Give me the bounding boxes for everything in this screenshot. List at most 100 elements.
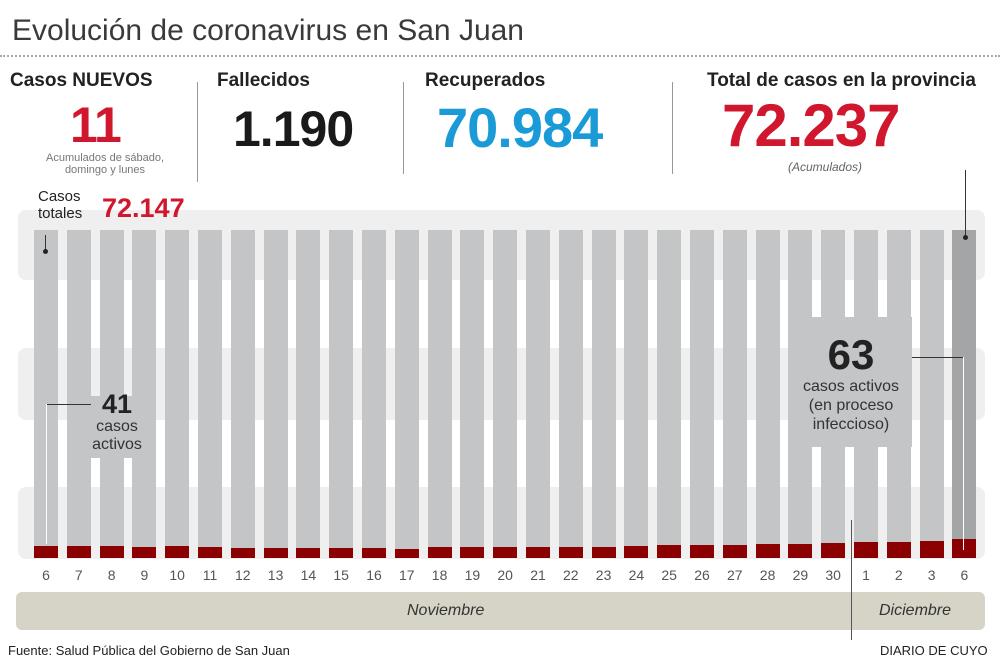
total-bar	[952, 230, 977, 558]
leader-line	[963, 357, 964, 550]
active-bar	[624, 546, 649, 558]
x-tick-label: 18	[431, 567, 448, 583]
label-line: casos	[96, 418, 138, 435]
active-bar	[886, 541, 911, 558]
x-tick-label: 20	[497, 567, 513, 583]
x-tick-label: 11	[202, 567, 218, 583]
active-bar	[493, 546, 518, 558]
active-bar	[99, 546, 124, 558]
note-line: domingo y lunes	[64, 164, 146, 176]
active-bar	[165, 546, 190, 558]
active-bar	[460, 547, 485, 558]
active-bar	[198, 546, 222, 558]
separator	[672, 82, 673, 174]
label-line: casos activos	[802, 378, 900, 395]
active-bar	[329, 547, 354, 558]
total-bar	[460, 230, 485, 558]
x-tick-label: 27	[727, 567, 743, 583]
active-start-annotation: 41 casos activos	[82, 390, 152, 454]
x-tick-label: 30	[825, 567, 841, 583]
label-line: activos	[92, 436, 142, 453]
separator	[403, 82, 404, 174]
chart-title: Evolución de coronavirus en San Juan	[12, 14, 524, 47]
marker-dot	[43, 249, 48, 254]
active-bar	[34, 545, 58, 558]
title-divider	[0, 55, 1000, 57]
active-bar	[66, 545, 91, 558]
brand: DIARIO DE CUYO	[880, 643, 988, 658]
month-label: Diciembre	[879, 602, 952, 619]
active-bar	[854, 542, 878, 558]
active-bar	[230, 547, 255, 558]
active-bar	[263, 547, 288, 558]
active-bar	[558, 547, 583, 558]
total-bar	[165, 230, 190, 558]
x-tick-label: 6	[960, 567, 969, 583]
total-value: 72.237	[722, 92, 901, 159]
active-start-value: 41	[101, 389, 133, 419]
x-tick-label: 10	[169, 567, 185, 583]
leader-line	[912, 357, 964, 358]
total-bar	[919, 230, 944, 558]
total-bar	[493, 230, 518, 558]
leader-line	[46, 404, 91, 405]
leader-line	[46, 404, 47, 544]
leader-line	[965, 170, 966, 236]
active-bar	[821, 543, 846, 558]
x-tick-label: 15	[333, 567, 349, 583]
x-tick-label: 13	[267, 567, 284, 583]
x-tick-label: 12	[235, 567, 251, 583]
new-cases-note: Acumulados de sábado, domingo y lunes	[30, 152, 180, 176]
total-note: (Acumulados)	[788, 160, 863, 174]
active-bar	[722, 544, 747, 558]
month-band	[16, 592, 985, 630]
total-bar	[132, 230, 157, 558]
month-label: Noviembre	[407, 602, 485, 619]
active-end-annotation: 63 casos activos (en proceso infeccioso)	[790, 333, 912, 434]
deaths-label: Fallecidos	[217, 70, 310, 91]
active-bar	[362, 548, 386, 558]
total-bar	[296, 230, 321, 558]
x-tick-label: 6	[42, 567, 50, 583]
x-tick-label: 9	[140, 567, 149, 583]
active-bar	[296, 547, 321, 558]
total-bar	[657, 230, 682, 558]
x-tick-label: 8	[107, 567, 116, 583]
x-tick-label: 2	[894, 567, 903, 583]
new-cases-value: 11	[70, 97, 122, 153]
x-tick-label: 21	[530, 567, 546, 583]
total-bar	[591, 230, 616, 558]
total-label: Total de casos en la provincia	[707, 70, 976, 91]
x-tick-label: 19	[464, 567, 481, 583]
annotation-box	[90, 396, 146, 458]
source: Fuente: Salud Pública del Gobierno de Sa…	[8, 643, 290, 658]
active-bar	[690, 544, 714, 558]
annotation-box	[790, 317, 912, 447]
active-bar	[526, 546, 550, 558]
x-tick-label: 7	[74, 567, 83, 583]
x-tick-label: 14	[300, 567, 317, 583]
x-tick-label: 1	[862, 567, 870, 583]
x-tick-label: 17	[399, 567, 415, 583]
total-bar	[624, 230, 649, 558]
total-bar	[690, 230, 714, 558]
x-tick-label: 26	[694, 567, 710, 583]
total-bar	[722, 230, 747, 558]
x-tick-label: 16	[366, 567, 382, 583]
label-line: infeccioso)	[812, 416, 890, 433]
x-tick-label: 28	[759, 567, 776, 583]
total-bar	[558, 230, 583, 558]
active-end-value: 63	[827, 331, 875, 378]
total-start-value: 72.147	[102, 193, 185, 223]
total-bar	[362, 230, 386, 558]
x-tick-label: 24	[628, 567, 645, 583]
active-bar	[394, 548, 419, 558]
recovered-label: Recuperados	[425, 70, 546, 91]
total-bar	[263, 230, 288, 558]
total-bar	[99, 230, 124, 558]
month-divider	[851, 520, 852, 640]
active-bar	[755, 544, 780, 558]
note-line: Acumulados de sábado,	[45, 152, 165, 164]
active-bar	[919, 541, 944, 558]
total-bar	[329, 230, 354, 558]
